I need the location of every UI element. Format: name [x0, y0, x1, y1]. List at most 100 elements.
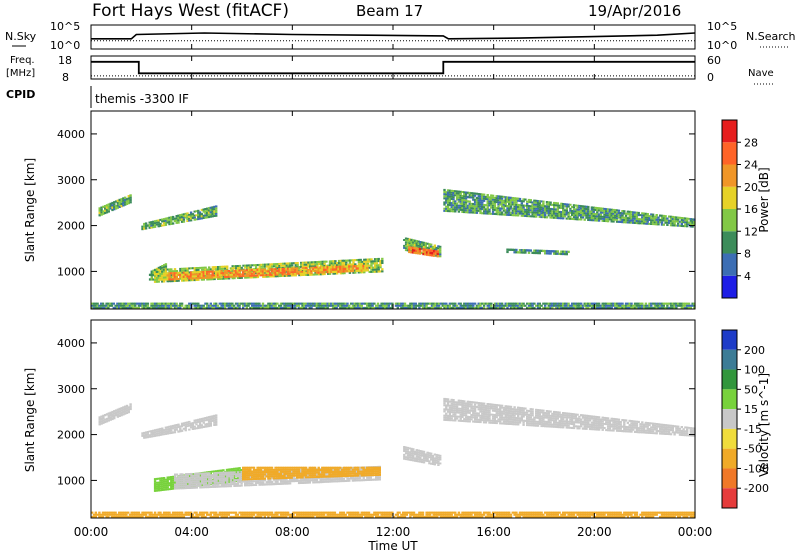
data-cell	[166, 426, 169, 429]
data-cell	[166, 482, 169, 485]
data-cell	[274, 470, 277, 473]
data-cell	[554, 202, 558, 205]
data-cell	[204, 423, 207, 426]
data-cell	[247, 478, 250, 481]
data-cell	[655, 218, 658, 221]
data-cell	[229, 271, 232, 274]
data-cell	[659, 214, 662, 217]
data-cell	[617, 304, 621, 307]
data-cell	[594, 213, 597, 216]
data-cell	[569, 207, 572, 210]
data-cell	[461, 207, 464, 209]
data-cell	[517, 197, 520, 200]
data-cell	[348, 304, 351, 307]
data-cell	[184, 306, 187, 309]
data-cell	[536, 211, 540, 214]
data-cell	[414, 306, 417, 309]
data-cell	[251, 476, 254, 479]
data-cell	[515, 201, 518, 204]
data-cell	[211, 272, 214, 275]
data-cell	[274, 271, 277, 274]
data-cell	[437, 302, 441, 305]
data-cell	[614, 306, 617, 309]
data-cell	[195, 480, 198, 483]
data-cell	[630, 221, 633, 224]
data-cell	[278, 264, 281, 267]
data-cell	[603, 207, 606, 210]
data-cell	[529, 306, 532, 309]
data-cell	[168, 302, 171, 305]
data-cell	[409, 304, 412, 307]
data-cell	[220, 475, 224, 478]
data-cell	[486, 194, 489, 197]
data-cell	[312, 273, 315, 276]
data-cell	[291, 262, 294, 265]
data-cell	[583, 207, 586, 210]
data-cell	[461, 203, 464, 205]
data-cell	[542, 205, 545, 208]
data-cell	[181, 271, 184, 274]
data-cell	[457, 190, 461, 193]
data-cell	[515, 304, 518, 307]
data-cell	[249, 480, 252, 483]
data-cell	[202, 472, 206, 475]
data-cell	[263, 275, 267, 278]
data-cell	[410, 238, 413, 241]
data-cell	[267, 478, 270, 481]
data-cell	[198, 211, 202, 214]
data-cell	[463, 207, 466, 210]
data-cell	[630, 306, 633, 309]
data-cell	[368, 266, 371, 269]
data-cell	[526, 208, 529, 211]
data-cell	[668, 219, 671, 222]
data-cell	[270, 475, 274, 478]
data-cell	[370, 266, 373, 269]
data-cell	[166, 486, 169, 489]
data-cell	[233, 277, 236, 280]
data-cell	[272, 468, 275, 471]
data-cell	[472, 211, 475, 214]
data-cell	[285, 304, 288, 307]
data-cell	[686, 225, 689, 228]
data-cell	[256, 482, 259, 484]
data-cell	[513, 197, 516, 200]
data-cell	[173, 278, 177, 281]
data-cell	[671, 218, 674, 221]
data-cell	[215, 475, 218, 478]
data-cell	[615, 219, 619, 221]
data-cell	[274, 473, 277, 476]
data-cell	[439, 249, 442, 252]
data-cell	[495, 211, 498, 214]
data-cell	[179, 304, 182, 307]
data-cell	[269, 272, 272, 274]
data-cell	[144, 436, 148, 439]
data-cell	[124, 407, 127, 411]
data-cell	[183, 475, 186, 478]
data-cell	[260, 475, 263, 478]
data-cell	[599, 213, 603, 216]
data-cell	[231, 271, 234, 274]
data-cell	[408, 238, 411, 241]
data-cell	[292, 273, 295, 275]
data-cell	[307, 263, 310, 266]
data-cell	[256, 475, 259, 478]
data-cell	[269, 263, 272, 266]
data-cell	[159, 427, 162, 430]
data-cell	[464, 191, 468, 194]
data-cell	[535, 249, 538, 252]
data-cell	[220, 483, 224, 486]
data-cell	[431, 252, 434, 255]
data-cell	[206, 274, 209, 277]
data-cell	[333, 304, 337, 307]
data-cell	[317, 304, 320, 307]
data-cell	[157, 430, 160, 433]
data-cell	[673, 220, 676, 223]
data-cell	[315, 481, 319, 484]
data-cell	[225, 468, 229, 471]
data-cell	[200, 420, 204, 423]
data-cell	[265, 468, 268, 471]
data-cell	[677, 220, 680, 223]
data-cell	[364, 466, 367, 469]
data-cell	[247, 275, 250, 277]
data-cell	[181, 477, 184, 480]
